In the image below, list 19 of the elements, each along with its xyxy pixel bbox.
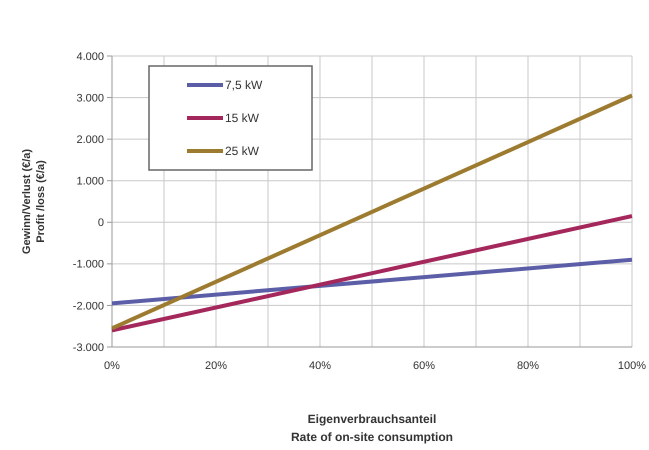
x-tick-label: 80% [516, 360, 540, 372]
x-tick-label: 0% [104, 360, 120, 372]
x-axis-title: Eigenverbrauchsanteil Rate of on-site consumption [291, 412, 453, 444]
y-tick-label: 2.000 [76, 134, 104, 146]
y-tick-label: 3.000 [76, 92, 104, 104]
y-tick-label: 1.000 [76, 176, 104, 188]
y-tick-label: -3.000 [72, 342, 104, 354]
x-tick-label: 20% [204, 360, 228, 372]
x-tick-label: 40% [308, 360, 332, 372]
legend-label: 7,5 kW [225, 78, 264, 92]
y-tick-label: 0 [98, 217, 104, 230]
x-tick-label: 100% [618, 360, 646, 372]
y-tick-label: 4.000 [76, 50, 104, 63]
y-tick-label: -2.000 [72, 300, 104, 312]
legend-label: 25 kW [225, 144, 260, 158]
y-tick-label: -1.000 [72, 258, 104, 271]
legend-label: 15 kW [225, 111, 260, 126]
y-axis-title: Gewinn/Verlust (€/a) Profit /loss (€/a) [21, 148, 47, 254]
x-tick-label: 60% [412, 360, 436, 372]
